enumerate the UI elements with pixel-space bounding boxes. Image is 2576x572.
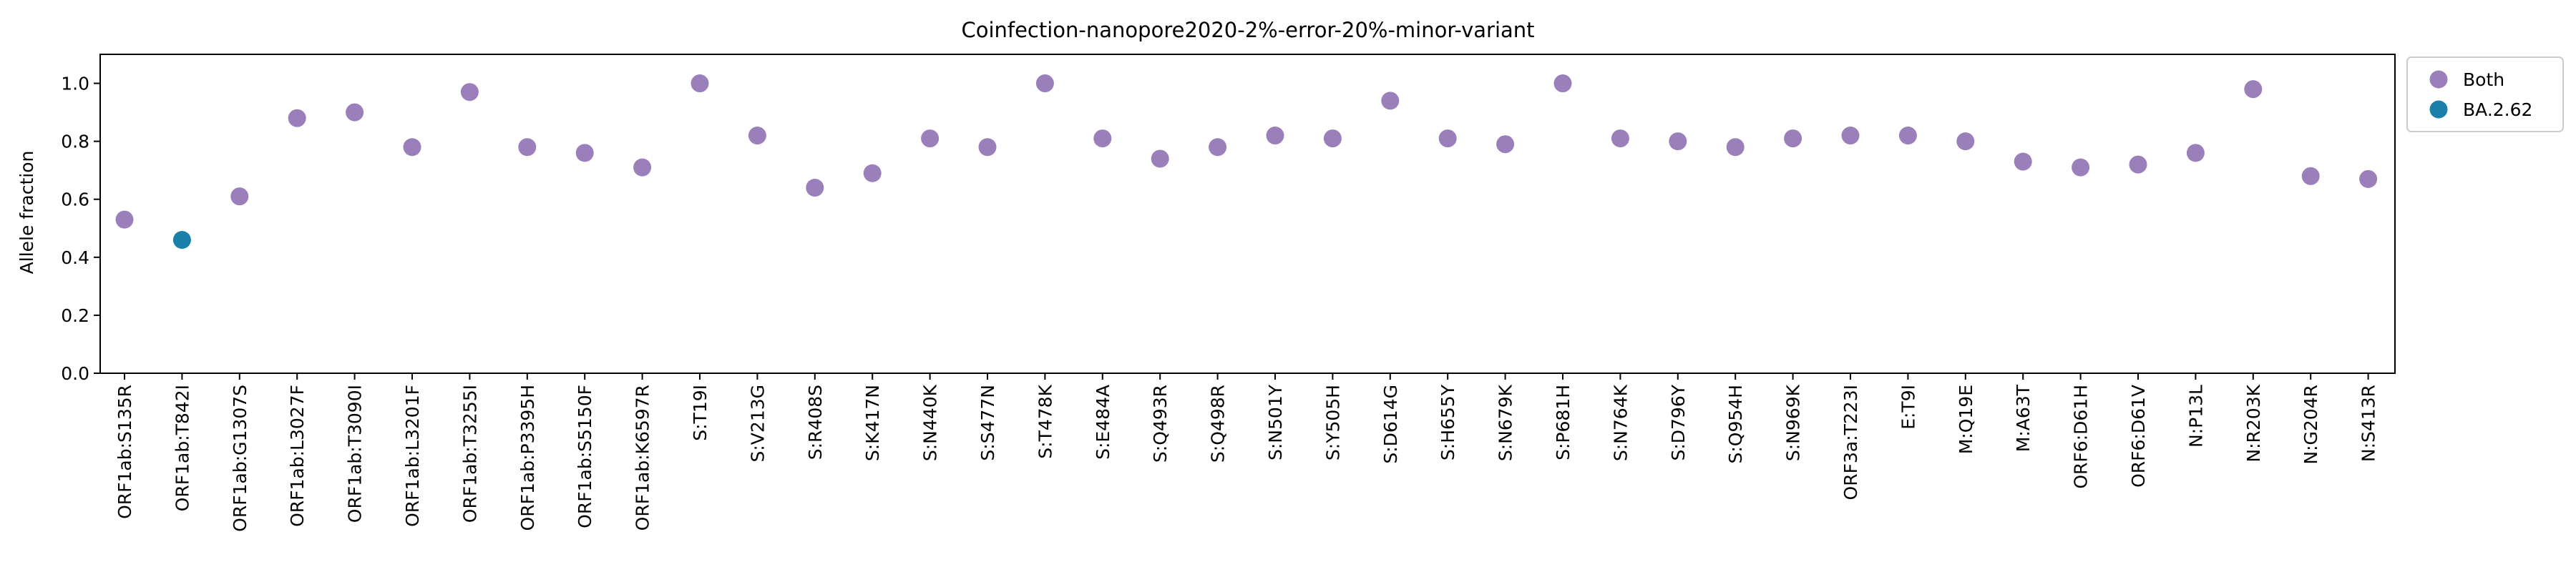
data-point-both (1784, 129, 1802, 148)
legend-label: Both (2463, 69, 2504, 90)
x-tick-label: ORF1ab:P3395H (517, 385, 538, 531)
data-point-both (1496, 135, 1515, 154)
x-tick-label: S:D614G (1380, 385, 1401, 464)
data-point-ba-2-62 (172, 230, 191, 249)
data-point-both (230, 187, 249, 206)
legend-box (2406, 56, 2564, 132)
data-point-both (2014, 152, 2032, 171)
chart-title: Coinfection-nanopore2020-2%-error-20%-mi… (961, 18, 1534, 42)
data-point-both (2186, 144, 2205, 162)
x-tick-label: ORF6:D61V (2128, 385, 2149, 488)
x-tick-label: ORF1ab:K6597R (633, 385, 653, 531)
x-tick-label: ORF1ab:T3090I (345, 385, 366, 523)
x-tick-label: M:Q19E (1956, 385, 1976, 454)
data-point-both (1323, 129, 1342, 148)
data-point-both (633, 158, 652, 177)
data-point-both (288, 109, 306, 127)
y-tick-label: 0.8 (61, 132, 89, 152)
x-tick-label: ORF1ab:T842I (172, 385, 192, 511)
x-tick-label: S:T478K (1035, 384, 1055, 458)
x-tick-label: N:P13L (2185, 385, 2206, 448)
data-point-both (575, 144, 594, 162)
data-point-both (346, 103, 364, 122)
y-tick-label: 0.2 (61, 305, 89, 326)
x-tick-label: S:Q493R (1150, 385, 1171, 463)
x-tick-label: ORF1ab:S5150F (575, 385, 595, 528)
y-axis-label: Allele fraction (16, 151, 37, 275)
x-tick-label: ORF1ab:L3027F (287, 385, 308, 527)
data-point-both (1841, 127, 1860, 145)
x-tick-label: ORF1ab:S135R (114, 385, 135, 519)
x-tick-label: S:V213G (747, 385, 768, 462)
x-tick-label: S:N969K (1783, 384, 1804, 461)
data-point-both (2301, 167, 2320, 185)
data-point-both (1266, 127, 1284, 145)
data-point-both (2129, 155, 2147, 174)
data-point-both (1726, 138, 1745, 157)
data-point-both (1611, 129, 1629, 148)
x-tick-label: S:R408S (805, 385, 826, 460)
x-tick-label: S:H655Y (1438, 384, 1458, 460)
data-point-both (691, 74, 709, 93)
x-tick-label: S:E484A (1093, 385, 1113, 460)
x-tick-label: S:P681H (1553, 385, 1574, 460)
x-tick-label: S:Q954H (1725, 385, 1746, 464)
x-tick-label: S:Y505H (1322, 385, 1343, 460)
data-point-both (403, 138, 421, 157)
x-tick-label: S:N764K (1610, 384, 1631, 461)
data-point-both (1898, 127, 1917, 145)
data-point-both (1035, 74, 1054, 93)
data-point-both (806, 179, 824, 197)
plot-frame (99, 54, 2396, 374)
x-tick-label: S:T19I (690, 385, 711, 441)
legend: Both BA.2.62 (2406, 56, 2564, 132)
data-point-both (518, 138, 537, 157)
data-point-both (1151, 149, 1169, 168)
legend-label: BA.2.62 (2463, 99, 2532, 120)
y-tick-label: 0.0 (61, 363, 89, 384)
data-point-both (863, 164, 882, 182)
x-tick-label: S:D796Y (1668, 384, 1689, 460)
data-point-both (748, 127, 766, 145)
x-tick-label: N:S413R (2358, 385, 2379, 462)
data-point-both (1956, 132, 1975, 151)
data-point-both (115, 210, 134, 229)
x-tick-label: ORF1ab:T3255I (459, 385, 480, 523)
legend-marker (2429, 70, 2448, 89)
data-point-both (1093, 129, 1112, 148)
x-tick-label: S:N679K (1496, 384, 1516, 461)
x-tick-label: M:A63T (2013, 384, 2034, 452)
x-tick-label: N:G204R (2301, 385, 2321, 465)
data-point-both (2359, 169, 2378, 188)
y-axis: 0.0 0.2 0.4 0.6 0.8 1.0 (61, 74, 100, 384)
x-axis: ORF1ab:S135R ORF1ab:T842I ORF1ab:G1307S ORF… (114, 373, 2379, 532)
y-tick-label: 0.6 (61, 189, 89, 210)
data-point-both (1209, 138, 1227, 157)
legend-marker (2429, 100, 2448, 119)
data-point-both (1381, 92, 1400, 110)
x-tick-label: ORF6:D61H (2071, 385, 2092, 489)
x-tick-label: S:Q498R (1208, 385, 1229, 463)
y-tick-label: 0.4 (61, 247, 89, 268)
data-point-both (460, 83, 479, 102)
data-point-both (921, 129, 940, 148)
data-point-both (1438, 129, 1457, 148)
data-point-both (978, 138, 997, 157)
x-tick-label: ORF3a:T223I (1840, 385, 1861, 500)
data-point-both (1553, 74, 1572, 93)
x-tick-label: ORF1ab:L3201F (402, 385, 423, 527)
data-point-both (1669, 132, 1687, 151)
data-point-both (2072, 158, 2090, 177)
x-tick-label: S:N440K (920, 384, 941, 461)
x-tick-label: ORF1ab:G1307S (230, 385, 250, 532)
x-tick-label: S:K417N (862, 385, 883, 461)
x-tick-label: S:N501Y (1265, 384, 1286, 460)
x-tick-label: N:R203K (2243, 384, 2264, 462)
x-tick-label: E:T9I (1898, 385, 1918, 430)
data-points (115, 74, 2378, 249)
x-tick-label: S:S477N (977, 385, 998, 461)
data-point-both (2244, 80, 2263, 99)
y-tick-label: 1.0 (61, 74, 89, 94)
